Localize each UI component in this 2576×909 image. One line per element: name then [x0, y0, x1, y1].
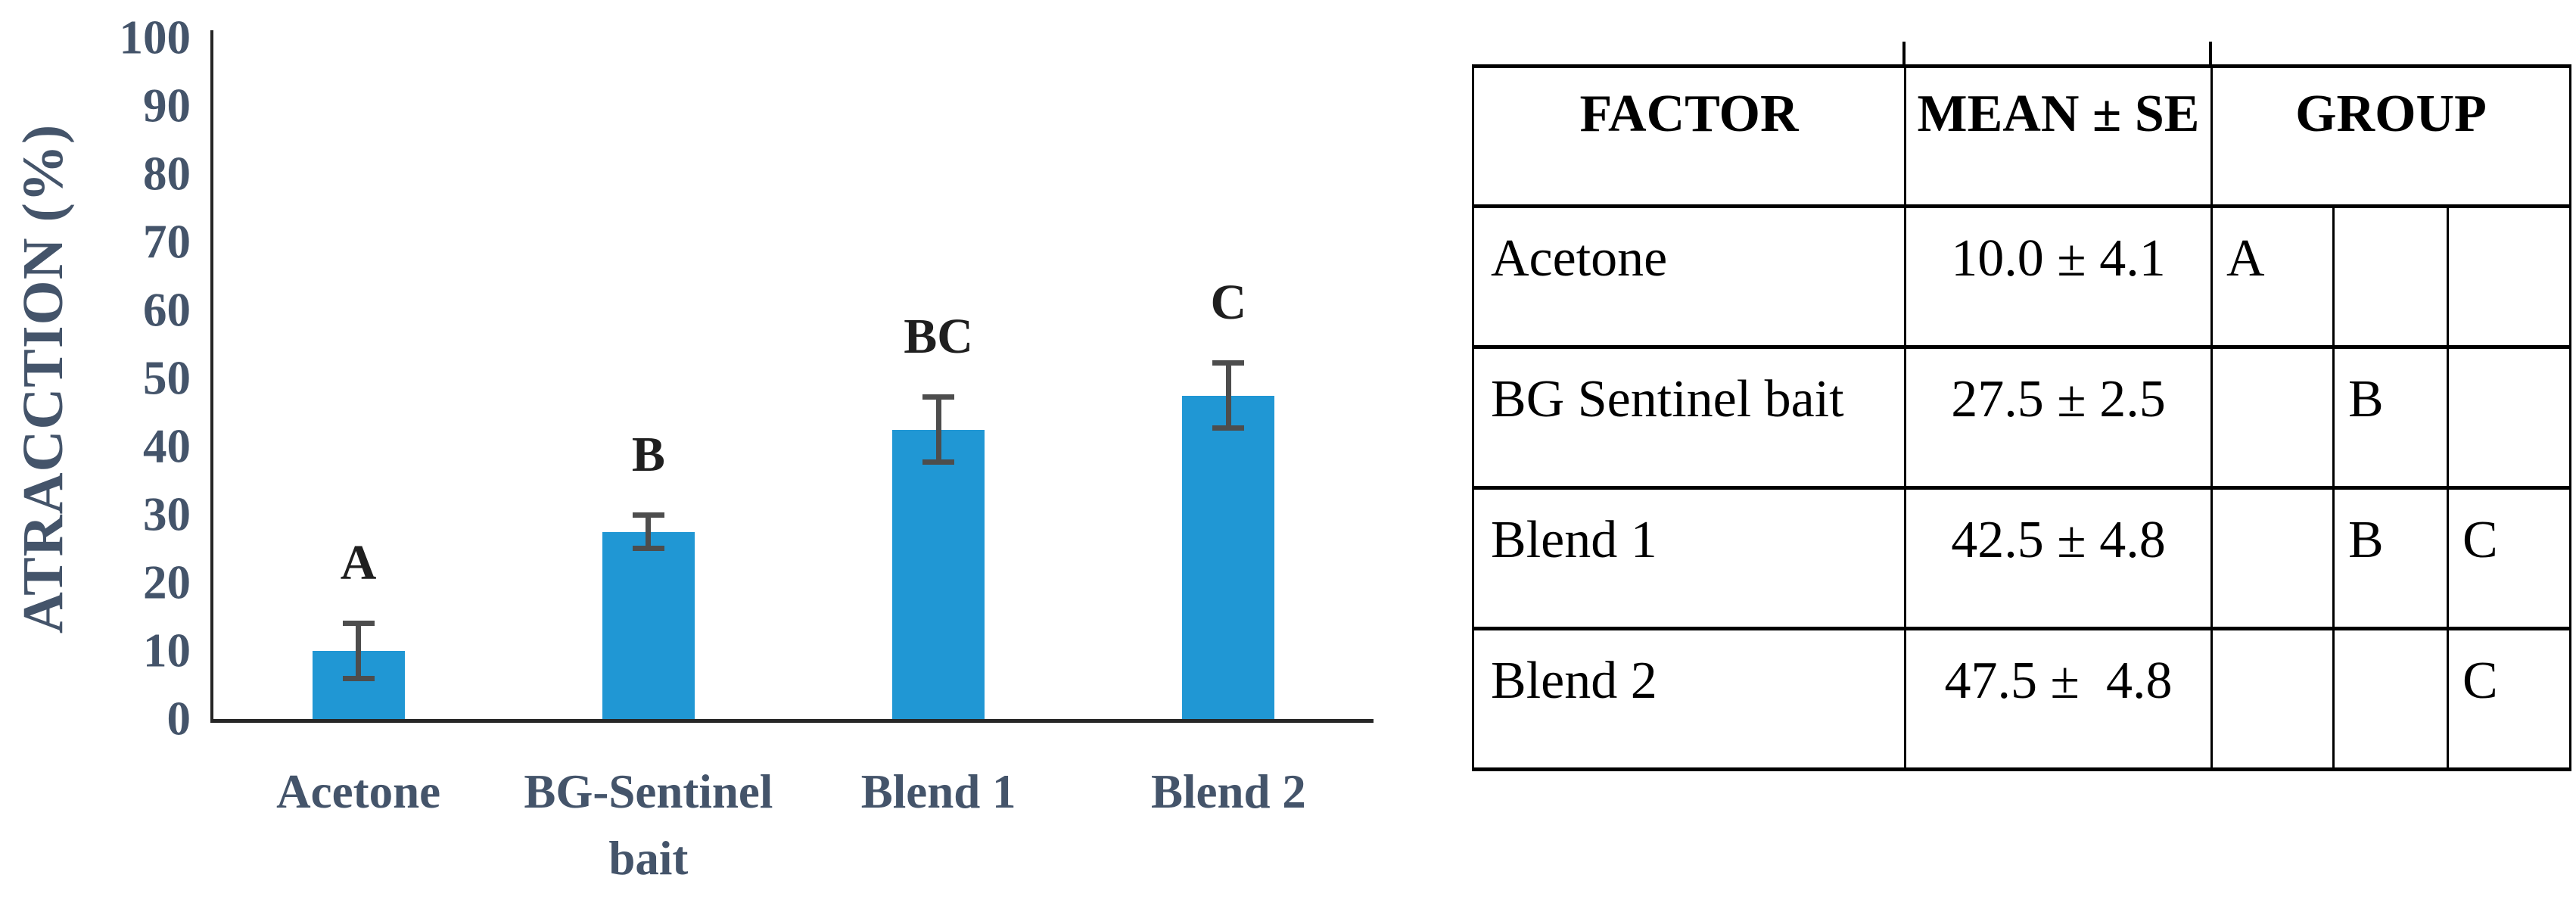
- error-bar-cap-top: [1212, 360, 1245, 366]
- table-row: Blend 1 42.5 ± 4.8 B C: [1472, 486, 2571, 630]
- error-bar-cap-bottom: [632, 546, 664, 551]
- y-tick-label: 10: [143, 624, 191, 677]
- y-axis-line: [210, 30, 213, 723]
- error-bar-cap-bottom: [922, 459, 955, 465]
- error-bar-line: [935, 397, 941, 462]
- x-axis-category-label: BG-Sentinel bait: [524, 765, 773, 885]
- group-cell: [2332, 204, 2449, 349]
- y-tick-label: 40: [143, 419, 191, 473]
- table-header-row: FACTOR MEAN ± SE GROUP: [1472, 64, 2571, 208]
- y-tick-label: 50: [143, 351, 191, 405]
- group-cell: C: [2447, 627, 2571, 771]
- y-tick-label: 0: [166, 692, 191, 746]
- table-row: Blend 2 47.5 ± 4.8 C: [1472, 627, 2571, 771]
- group-cell: B: [2332, 345, 2449, 490]
- group-stats-table: FACTOR MEAN ± SE GROUP Acetone 10.0 ± 4.…: [1472, 64, 2571, 771]
- group-cell: [2210, 345, 2335, 490]
- column-divider-stub: [1902, 42, 1906, 67]
- group-cell: [2210, 627, 2335, 771]
- factor-cell: BG Sentinel bait: [1472, 345, 1906, 490]
- error-bar-line: [356, 623, 362, 679]
- error-bar-cap-top: [922, 394, 955, 400]
- x-axis-category-label: Blend 2: [1150, 765, 1306, 818]
- y-tick-label: 70: [143, 215, 191, 269]
- bar-blend-1: [892, 429, 985, 719]
- significance-letter: A: [340, 535, 377, 591]
- factor-cell: Blend 2: [1472, 627, 1906, 771]
- group-stats-panel: FACTOR MEAN ± SE GROUP Acetone 10.0 ± 4.…: [1472, 42, 2573, 771]
- error-bar-cap-top: [632, 512, 664, 518]
- col-header-mean-se: MEAN ± SE: [1904, 64, 2213, 208]
- bar-blend-2: [1182, 395, 1275, 719]
- table-row: BG Sentinel bait 27.5 ± 2.5 B: [1472, 345, 2571, 490]
- x-axis-category-label: Blend 1: [860, 765, 1016, 818]
- factor-cell: Blend 1: [1472, 486, 1906, 630]
- y-tick-label: 90: [143, 79, 191, 132]
- group-cell: A: [2210, 204, 2335, 349]
- y-tick-label: 100: [119, 11, 191, 64]
- error-bar-cap-top: [342, 621, 375, 627]
- error-bar-line: [646, 515, 652, 549]
- y-tick-label: 30: [143, 487, 191, 541]
- significance-letter: C: [1210, 275, 1247, 331]
- group-cell: [2447, 345, 2571, 490]
- mean-cell: 42.5 ± 4.8: [1904, 486, 2213, 630]
- y-axis-tick-labels: 0 10 20 30 40 50 60 70 80 90 100: [0, 0, 191, 909]
- table-row: Acetone 10.0 ± 4.1 A: [1472, 204, 2571, 349]
- y-tick-label: 60: [143, 283, 191, 337]
- group-cell: B: [2332, 486, 2449, 630]
- group-cell: [2447, 204, 2571, 349]
- error-bar-cap-bottom: [342, 675, 375, 681]
- significance-letter: B: [631, 427, 665, 482]
- significance-letter: BC: [904, 309, 973, 365]
- factor-cell: Acetone: [1472, 204, 1906, 349]
- group-cell: C: [2447, 486, 2571, 630]
- col-header-factor: FACTOR: [1472, 64, 1906, 208]
- column-divider-stub: [2209, 42, 2212, 67]
- group-cell: [2210, 486, 2335, 630]
- col-header-group: GROUP: [2210, 64, 2571, 208]
- group-cell: [2332, 627, 2449, 771]
- mean-cell: 47.5 ± 4.8: [1904, 627, 2213, 771]
- x-axis-line: [210, 719, 1374, 723]
- y-tick-label: 20: [143, 556, 191, 609]
- x-axis-category-label: Acetone: [276, 765, 441, 818]
- y-tick-label: 80: [143, 147, 191, 201]
- error-bar-cap-bottom: [1212, 425, 1245, 431]
- mean-cell: 10.0 ± 4.1: [1904, 204, 2213, 349]
- error-bar-line: [1225, 363, 1231, 428]
- mean-cell: 27.5 ± 2.5: [1904, 345, 2213, 490]
- bar-bg-sentinel: [602, 531, 695, 719]
